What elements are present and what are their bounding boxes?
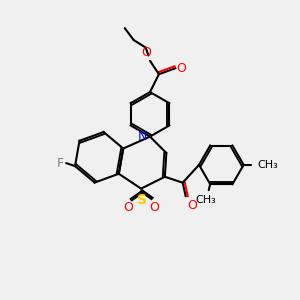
- Text: O: O: [123, 200, 133, 214]
- Text: S: S: [137, 193, 147, 207]
- Text: O: O: [149, 200, 159, 214]
- Text: CH₃: CH₃: [257, 160, 278, 170]
- Text: N: N: [138, 130, 148, 143]
- Text: CH₃: CH₃: [195, 195, 216, 205]
- Text: O: O: [141, 46, 151, 59]
- Text: F: F: [57, 157, 64, 169]
- Text: O: O: [187, 199, 197, 212]
- Text: O: O: [177, 62, 187, 75]
